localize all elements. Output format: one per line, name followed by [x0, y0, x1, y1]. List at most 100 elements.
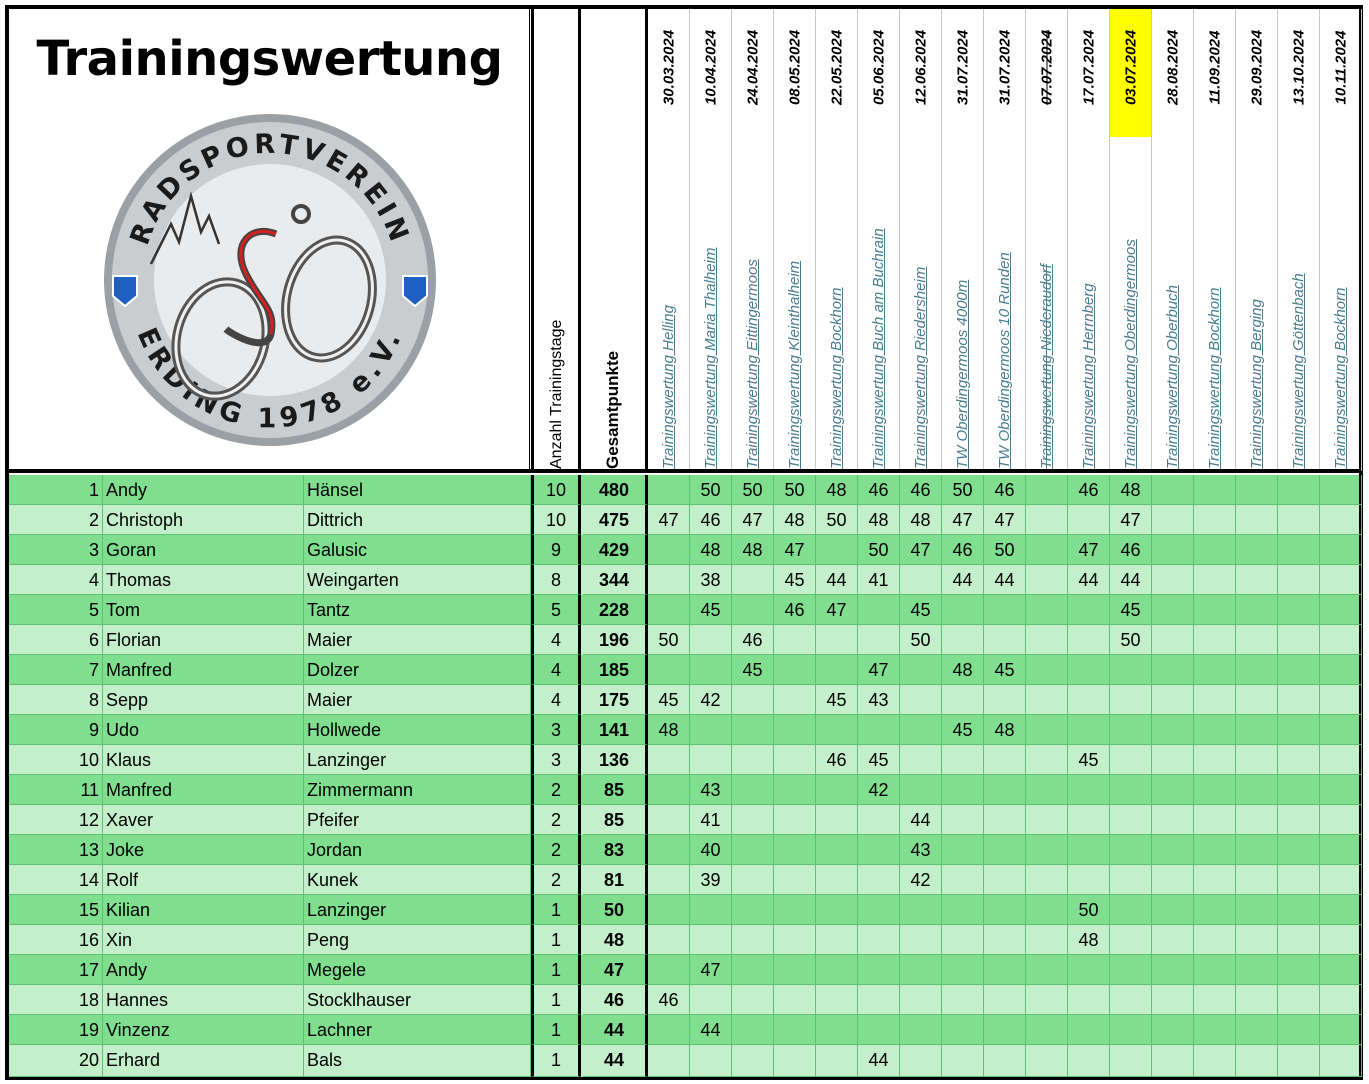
first-name-cell[interactable]: Thomas — [103, 565, 304, 595]
rank-cell[interactable]: 20 — [9, 1045, 103, 1077]
score-cell[interactable]: 43 — [858, 685, 900, 715]
score-cell[interactable]: 47 — [816, 595, 858, 625]
score-cell[interactable] — [732, 745, 774, 775]
rank-cell[interactable]: 7 — [9, 655, 103, 685]
score-cell[interactable] — [984, 595, 1026, 625]
rank-cell[interactable]: 17 — [9, 955, 103, 985]
score-cell[interactable] — [1320, 715, 1362, 745]
last-name-cell[interactable]: Maier — [304, 685, 531, 715]
score-cell[interactable] — [774, 985, 816, 1015]
rank-cell[interactable]: 11 — [9, 775, 103, 805]
score-cell[interactable] — [858, 925, 900, 955]
rank-cell[interactable]: 12 — [9, 805, 103, 835]
score-cell[interactable] — [648, 595, 690, 625]
score-cell[interactable]: 50 — [816, 505, 858, 535]
score-cell[interactable] — [1152, 955, 1194, 985]
last-name-cell[interactable]: Hollwede — [304, 715, 531, 745]
score-cell[interactable] — [1194, 925, 1236, 955]
days-cell[interactable]: 2 — [531, 835, 581, 865]
score-cell[interactable] — [1194, 715, 1236, 745]
first-name-cell[interactable]: Xin — [103, 925, 304, 955]
score-cell[interactable] — [690, 985, 732, 1015]
rank-cell[interactable]: 2 — [9, 505, 103, 535]
score-cell[interactable]: 38 — [690, 565, 732, 595]
score-cell[interactable] — [1068, 685, 1110, 715]
score-cell[interactable] — [1320, 505, 1362, 535]
score-cell[interactable] — [774, 925, 816, 955]
score-cell[interactable] — [1278, 625, 1320, 655]
score-cell[interactable] — [984, 1045, 1026, 1077]
score-cell[interactable] — [690, 925, 732, 955]
score-cell[interactable] — [1236, 745, 1278, 775]
score-cell[interactable] — [648, 475, 690, 505]
days-cell[interactable]: 3 — [531, 715, 581, 745]
score-cell[interactable] — [1110, 805, 1152, 835]
first-name-cell[interactable]: Christoph — [103, 505, 304, 535]
score-cell[interactable] — [942, 805, 984, 835]
event-name[interactable]: Trainingswertung Bockhorn — [828, 287, 845, 469]
days-cell[interactable]: 3 — [531, 745, 581, 775]
rank-cell[interactable]: 10 — [9, 745, 103, 775]
score-cell[interactable]: 47 — [648, 505, 690, 535]
score-cell[interactable] — [1194, 985, 1236, 1015]
score-cell[interactable] — [1236, 1045, 1278, 1077]
score-cell[interactable] — [1320, 745, 1362, 775]
rank-cell[interactable]: 3 — [9, 535, 103, 565]
score-cell[interactable] — [1110, 1045, 1152, 1077]
score-cell[interactable]: 50 — [1110, 625, 1152, 655]
score-cell[interactable] — [732, 1045, 774, 1077]
total-cell[interactable]: 85 — [583, 775, 648, 805]
score-cell[interactable] — [942, 745, 984, 775]
score-cell[interactable] — [816, 895, 858, 925]
score-cell[interactable] — [1110, 1015, 1152, 1045]
rank-cell[interactable]: 19 — [9, 1015, 103, 1045]
first-name-cell[interactable]: Rolf — [103, 865, 304, 895]
score-cell[interactable] — [1236, 985, 1278, 1015]
score-cell[interactable] — [774, 685, 816, 715]
score-cell[interactable] — [1236, 625, 1278, 655]
event-name[interactable]: Trainingswertung Maria Thalheim — [702, 247, 719, 469]
score-cell[interactable]: 42 — [690, 685, 732, 715]
score-cell[interactable] — [732, 1015, 774, 1045]
score-cell[interactable] — [1320, 985, 1362, 1015]
rank-cell[interactable]: 9 — [9, 715, 103, 745]
score-cell[interactable] — [648, 895, 690, 925]
score-cell[interactable] — [900, 895, 942, 925]
score-cell[interactable]: 48 — [900, 505, 942, 535]
score-cell[interactable] — [1320, 625, 1362, 655]
event-name[interactable]: TW Oberdingermoos 4000m — [954, 279, 971, 469]
score-cell[interactable] — [858, 865, 900, 895]
score-cell[interactable] — [816, 655, 858, 685]
total-cell[interactable]: 344 — [583, 565, 648, 595]
score-cell[interactable] — [1194, 535, 1236, 565]
score-cell[interactable]: 50 — [732, 475, 774, 505]
total-cell[interactable]: 44 — [583, 1045, 648, 1077]
days-cell[interactable]: 9 — [531, 535, 581, 565]
score-cell[interactable] — [648, 835, 690, 865]
score-cell[interactable] — [1110, 925, 1152, 955]
score-cell[interactable] — [858, 955, 900, 985]
first-name-cell[interactable]: Udo — [103, 715, 304, 745]
total-cell[interactable]: 228 — [583, 595, 648, 625]
score-cell[interactable] — [942, 985, 984, 1015]
score-cell[interactable] — [816, 1015, 858, 1045]
rank-cell[interactable]: 18 — [9, 985, 103, 1015]
score-cell[interactable] — [1026, 1045, 1068, 1077]
score-cell[interactable]: 40 — [690, 835, 732, 865]
score-cell[interactable] — [1320, 955, 1362, 985]
score-cell[interactable] — [1278, 925, 1320, 955]
first-name-cell[interactable]: Andy — [103, 475, 304, 505]
score-cell[interactable]: 42 — [900, 865, 942, 895]
score-cell[interactable]: 44 — [900, 805, 942, 835]
score-cell[interactable]: 48 — [984, 715, 1026, 745]
score-cell[interactable]: 43 — [690, 775, 732, 805]
event-name[interactable]: Trainingswertung Oberdingermoos — [1122, 239, 1139, 469]
score-cell[interactable] — [1194, 475, 1236, 505]
score-cell[interactable] — [1026, 655, 1068, 685]
event-name[interactable]: Trainingswertung Göttenbach — [1290, 273, 1307, 469]
score-cell[interactable] — [1152, 895, 1194, 925]
rank-cell[interactable]: 6 — [9, 625, 103, 655]
score-cell[interactable] — [1194, 955, 1236, 985]
score-cell[interactable] — [1068, 595, 1110, 625]
last-name-cell[interactable]: Dittrich — [304, 505, 531, 535]
